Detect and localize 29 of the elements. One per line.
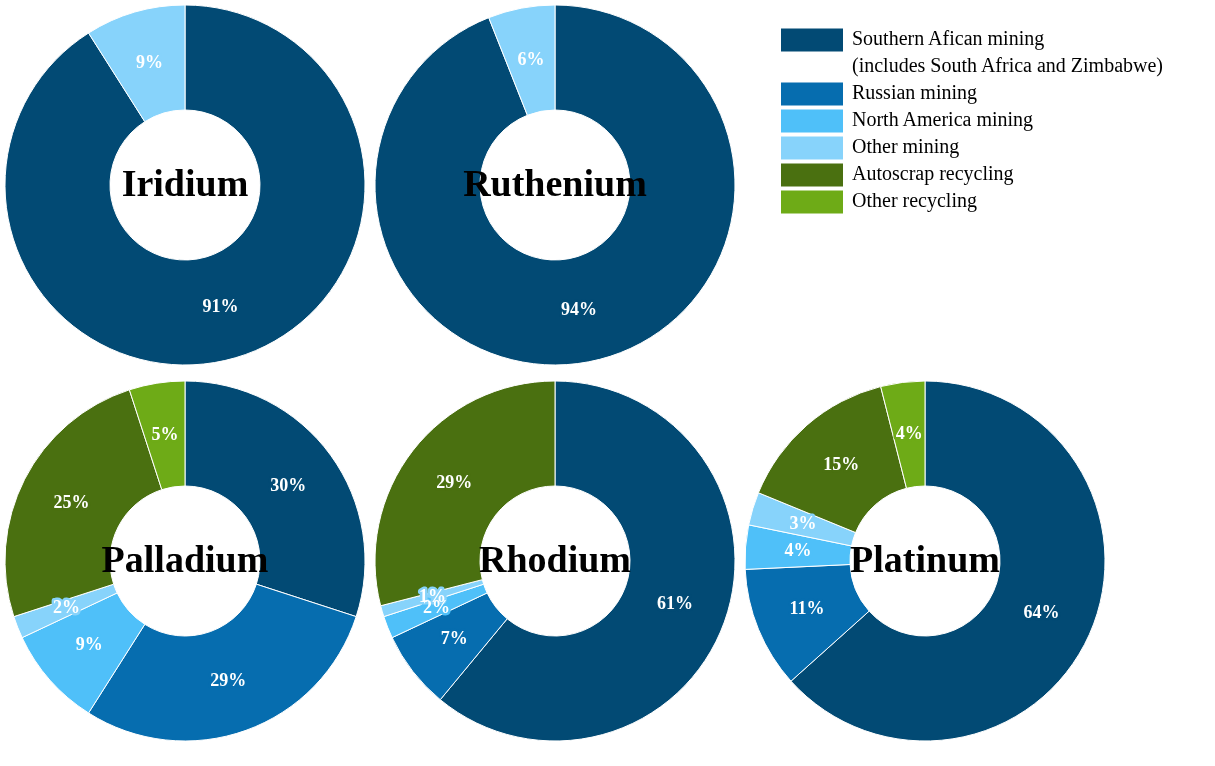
data-label: 7% [440,628,468,649]
data-label: 4% [784,540,812,561]
data-label: 6% [517,48,545,69]
donut-slice [374,4,736,366]
data-label: 29% [436,471,473,492]
data-label: 5% [151,424,179,445]
data-label: 61% [656,593,693,614]
legend-label: Russian mining [852,81,978,104]
text: Platinum [850,538,1000,580]
text: Iridium [121,162,249,204]
legend-label: Other mining [852,135,960,158]
data-label: 2% [52,596,80,617]
donut-slice [4,4,366,366]
data-label: 25% [53,492,90,513]
data-label: 9% [75,634,103,655]
legend-label: Southern Afican mining (includes South Africa and Zimbabwe) [852,27,1164,77]
data-label: 11% [789,598,825,619]
data-label: 15% [823,453,860,474]
data-label: 30% [270,475,307,496]
data-label: 29% [210,669,247,690]
data-label: 9% [135,51,163,72]
data-label: 94% [560,299,597,320]
data-label: 3% [789,512,817,533]
data-label: 4% [895,423,923,444]
legend-label: Other recycling [852,189,977,212]
data-label: 91% [202,296,239,317]
legend-label: North America mining [852,108,1034,131]
legend-label: Autoscrap recycling [852,162,1014,185]
data-label: 64% [1023,601,1060,622]
